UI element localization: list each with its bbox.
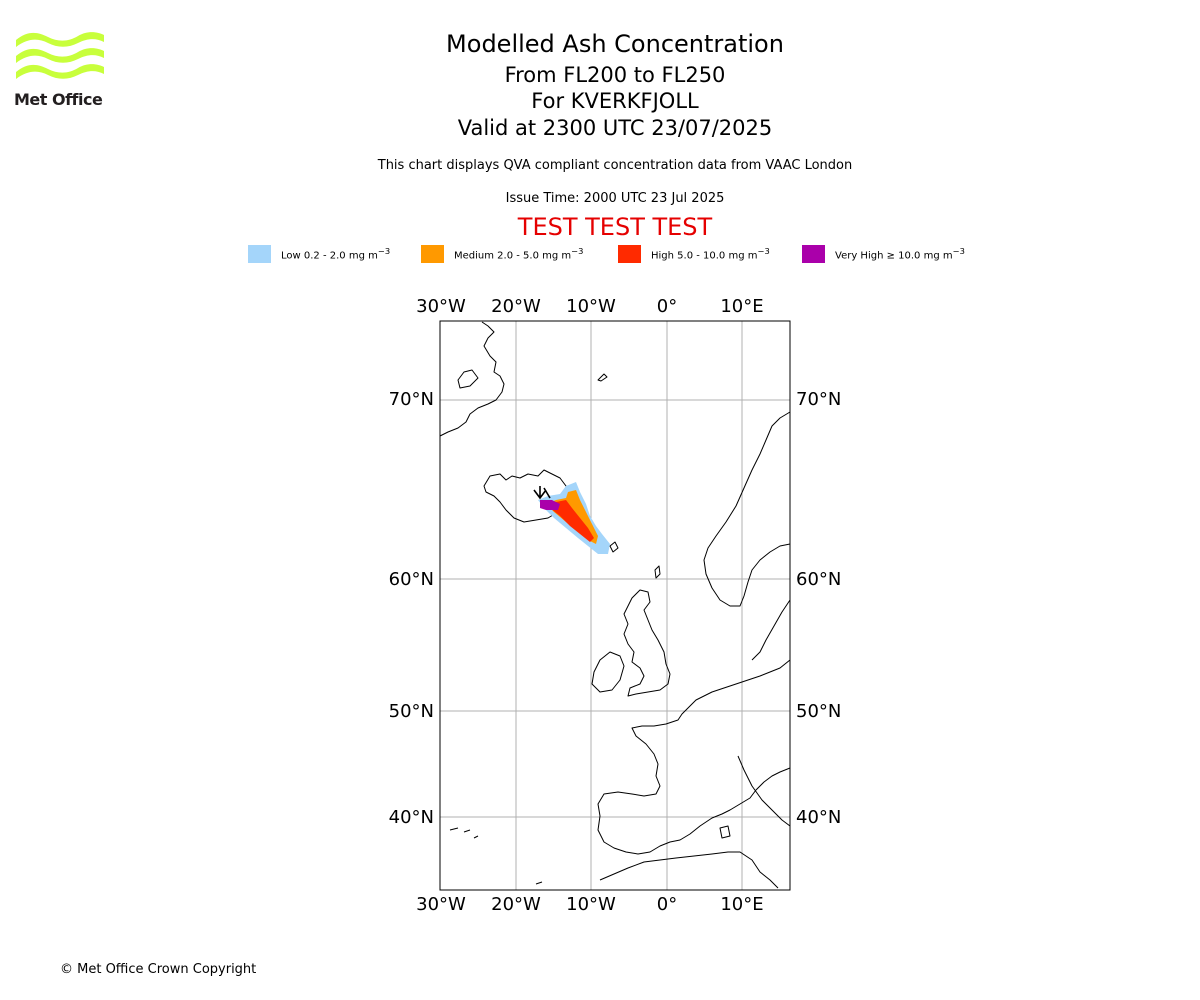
coast-scandinavia — [703, 411, 791, 607]
lat-label-left-70n: 70°N — [389, 389, 434, 410]
lon-label-bottom-10e: 10°E — [720, 894, 763, 915]
coast-shetland — [654, 565, 661, 579]
lat-label-right-60n: 60°N — [796, 569, 841, 590]
coast-continental-europe — [597, 659, 791, 855]
coastlines — [439, 321, 791, 889]
flight-levels: From FL200 to FL250 — [504, 63, 726, 87]
coast-north-africa — [599, 851, 779, 889]
valid-time: Valid at 2300 UTC 23/07/2025 — [457, 116, 773, 140]
coast-sardinia — [719, 825, 731, 839]
coast-italy — [737, 755, 791, 827]
legend-swatch-low — [248, 245, 271, 263]
map-frame — [439, 320, 791, 891]
lat-label-right-50n: 50°N — [796, 701, 841, 722]
volcano-marker-icon — [533, 486, 551, 500]
volcano-name: For KVERKFJOLL — [531, 89, 699, 113]
lat-label-left-50n: 50°N — [389, 701, 434, 722]
lon-label-bottom-0: 0° — [657, 894, 677, 915]
legend-label-very-high: Very High ≥ 10.0 mg m — [835, 250, 953, 262]
coast-great-britain — [623, 589, 671, 697]
logo-text: Met Office — [14, 90, 103, 109]
lon-label-top-10w: 10°W — [566, 296, 616, 317]
legend-item-high: High 5.0 - 10.0 mg m−3 — [618, 244, 770, 264]
ash-area-very-high — [540, 500, 560, 510]
lat-label-right-40n: 40°N — [796, 807, 841, 828]
legend-item-very-high: Very High ≥ 10.0 mg m−3 — [802, 244, 965, 264]
lon-label-top-0: 0° — [657, 296, 677, 317]
coast-madeira — [535, 881, 543, 885]
met-office-logo: Met Office — [14, 30, 106, 112]
lon-label-bottom-20w: 20°W — [491, 894, 541, 915]
coast-greenland-isle — [457, 369, 479, 389]
lat-label-right-70n: 70°N — [796, 389, 841, 410]
legend-label-high: High 5.0 - 10.0 mg m — [651, 250, 758, 262]
lat-label-left-40n: 40°N — [389, 807, 434, 828]
copyright-notice: © Met Office Crown Copyright — [60, 962, 257, 977]
coast-jan-mayen — [597, 373, 608, 382]
lon-label-top-20w: 20°W — [491, 296, 541, 317]
map-grid — [440, 321, 790, 890]
legend: Low 0.2 - 2.0 mg m−3 Medium 2.0 - 5.0 mg… — [0, 244, 1200, 264]
coast-ireland — [591, 651, 625, 693]
legend-item-medium: Medium 2.0 - 5.0 mg m−3 — [421, 244, 583, 264]
legend-label-medium: Medium 2.0 - 5.0 mg m — [454, 250, 572, 262]
lon-label-bottom-10w: 10°W — [566, 894, 616, 915]
lon-label-top-30w: 30°W — [416, 296, 466, 317]
legend-item-low: Low 0.2 - 2.0 mg m−3 — [248, 244, 390, 264]
legend-swatch-high — [618, 245, 641, 263]
legend-swatch-very-high — [802, 245, 825, 263]
coast-azores — [449, 827, 479, 839]
legend-label-low: Low 0.2 - 2.0 mg m — [281, 250, 378, 262]
met-office-waves-icon — [16, 32, 104, 79]
coast-sweden-baltic — [751, 599, 791, 661]
lat-label-left-60n: 60°N — [389, 569, 434, 590]
chart-title: Modelled Ash Concentration — [446, 30, 784, 58]
ash-area-high — [550, 500, 594, 542]
lon-label-bottom-30w: 30°W — [416, 894, 466, 915]
coast-faroe — [609, 541, 619, 553]
coast-greenland — [439, 321, 505, 437]
lon-label-top-10e: 10°E — [720, 296, 763, 317]
legend-swatch-medium — [421, 245, 444, 263]
chart-description: This chart displays QVA compliant concen… — [377, 158, 853, 173]
ash-plume — [533, 482, 610, 554]
issue-time: Issue Time: 2000 UTC 23 Jul 2025 — [505, 191, 725, 206]
test-banner: TEST TEST TEST — [517, 213, 713, 241]
